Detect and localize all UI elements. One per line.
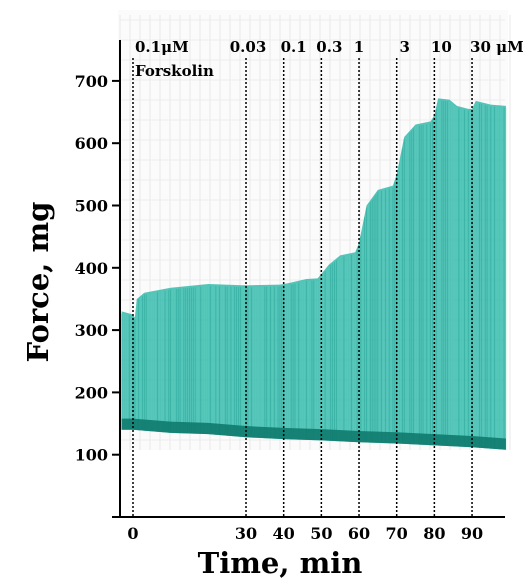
concentration-label: 0.1 <box>281 38 307 56</box>
x-tick-label: 60 <box>348 524 370 543</box>
x-tick-label: 80 <box>423 524 445 543</box>
concentration-label: 1 <box>354 38 364 56</box>
x-tick-label: 30 <box>235 524 257 543</box>
x-axis-title: Time, min <box>198 546 363 579</box>
y-axis: 100 200 300 400 500 600 700 <box>75 40 120 517</box>
concentration-label: 30 μM <box>470 38 524 56</box>
y-tick-label: 200 <box>75 383 108 402</box>
x-tick-label: 90 <box>461 524 483 543</box>
y-tick-label: 300 <box>75 321 108 340</box>
x-axis: 0 30 40 50 60 70 80 90 <box>120 517 505 543</box>
concentration-label: 0.1μM <box>135 38 189 56</box>
x-tick-label: 50 <box>310 524 332 543</box>
concentration-label: 0.3 <box>316 38 342 56</box>
y-tick-label: 500 <box>75 197 108 216</box>
concentration-label: 10 <box>431 38 452 56</box>
drug-label: Forskolin <box>135 62 214 80</box>
y-tick-label: 400 <box>75 259 108 278</box>
y-axis-title: Force, mg <box>21 202 55 363</box>
x-tick-label: 0 <box>127 524 138 543</box>
x-tick-label: 40 <box>273 524 295 543</box>
concentration-label: 3 <box>399 38 409 56</box>
y-tick-label: 600 <box>75 134 108 153</box>
x-tick-label: 70 <box>386 524 408 543</box>
concentration-label: 0.03 <box>230 38 267 56</box>
y-tick-label: 100 <box>75 446 108 465</box>
y-tick-label: 700 <box>75 72 108 91</box>
